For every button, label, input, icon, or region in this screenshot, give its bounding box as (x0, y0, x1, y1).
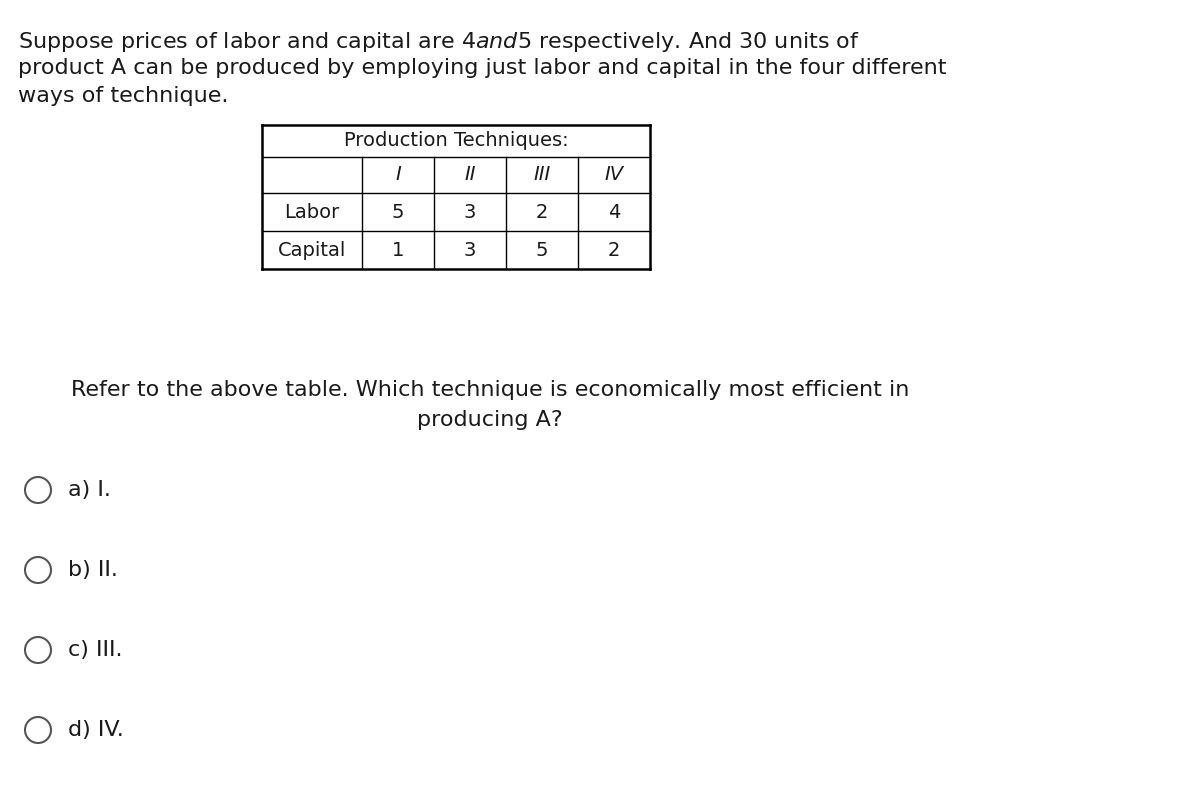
Text: IV: IV (605, 165, 624, 185)
Text: a) I.: a) I. (68, 480, 110, 500)
Text: 2: 2 (536, 202, 548, 221)
Text: Capital: Capital (278, 240, 346, 259)
Text: III: III (533, 165, 551, 185)
Text: 5: 5 (535, 240, 548, 259)
Text: 3: 3 (464, 202, 476, 221)
Text: producing A?: producing A? (418, 410, 563, 430)
Text: 1: 1 (392, 240, 404, 259)
Text: product A can be produced by employing just labor and capital in the four differ: product A can be produced by employing j… (18, 58, 947, 78)
Text: ways of technique.: ways of technique. (18, 86, 228, 106)
Text: Suppose prices of labor and capital are $4 and $5 respectively. And 30 units of: Suppose prices of labor and capital are … (18, 30, 859, 54)
Text: Labor: Labor (284, 202, 340, 221)
Text: Production Techniques:: Production Techniques: (343, 131, 569, 151)
Text: II: II (464, 165, 475, 185)
Text: I: I (395, 165, 401, 185)
Text: c) III.: c) III. (68, 640, 122, 660)
Text: 2: 2 (608, 240, 620, 259)
Text: 4: 4 (608, 202, 620, 221)
Text: 5: 5 (391, 202, 404, 221)
Text: 3: 3 (464, 240, 476, 259)
Text: d) IV.: d) IV. (68, 720, 124, 740)
Text: Refer to the above table. Which technique is economically most efficient in: Refer to the above table. Which techniqu… (71, 380, 910, 400)
Text: b) II.: b) II. (68, 560, 118, 580)
